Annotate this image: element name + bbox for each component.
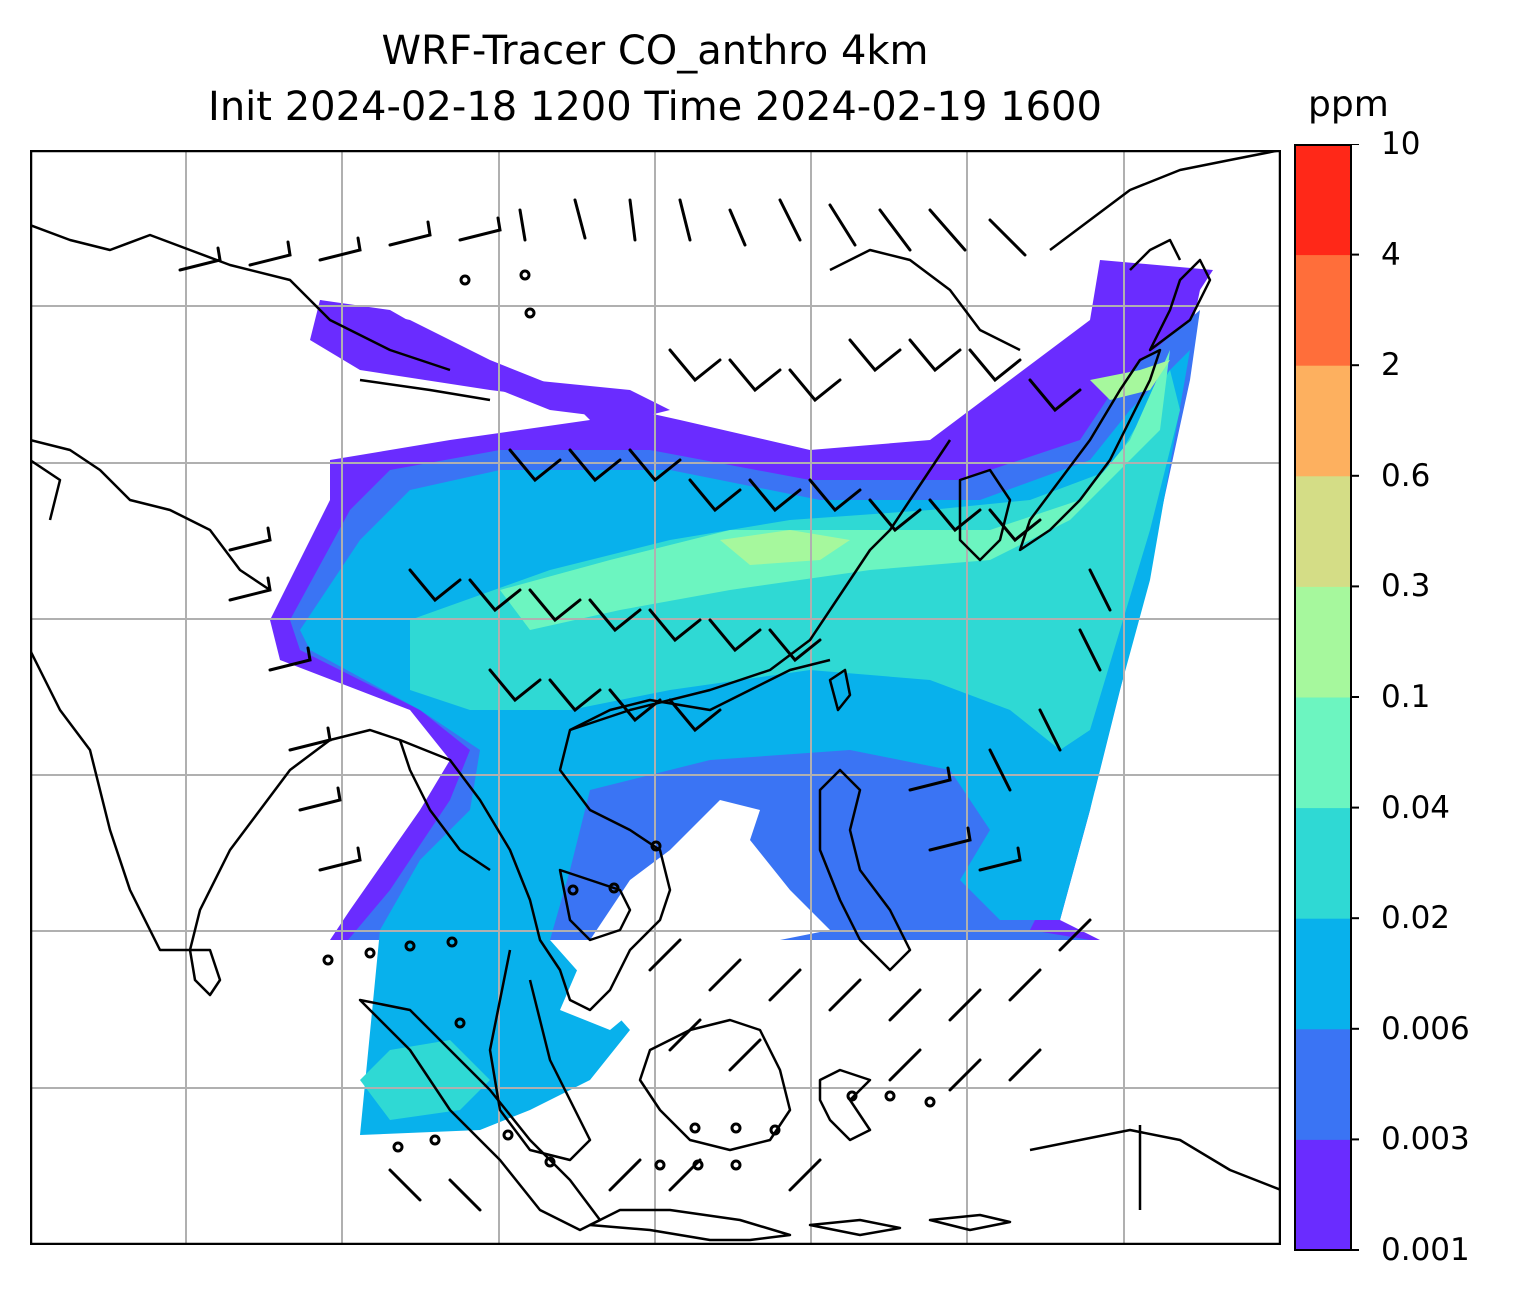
colorbar-segment: [1295, 1028, 1351, 1140]
colorbar-segment: [1295, 144, 1351, 256]
colorbar-tick-label: 0.6: [1381, 457, 1431, 494]
co-concentration-field: [270, 260, 1213, 1135]
calm-wind-markers: [322, 269, 936, 1171]
colorbar-segment: [1295, 365, 1351, 477]
co-level-0.1: [720, 530, 850, 565]
colorbar-tick-label: 0.04: [1381, 789, 1451, 826]
map-title-line2: Init 2024-02-18 1200 Time 2024-02-19 160…: [208, 84, 1102, 130]
colorbar-segment: [1295, 254, 1351, 366]
colorbar-tick-label: 0.006: [1381, 1010, 1470, 1047]
colorbar-segment: [1295, 1139, 1351, 1251]
lat-lon-gridlines: [30, 150, 1281, 1245]
colorbar-segment: [1295, 918, 1351, 1030]
co-level-0.04: [500, 350, 1170, 630]
colorbar-segment: [1295, 807, 1351, 919]
colorbar-tick-label: 0.001: [1381, 1232, 1470, 1268]
colorbar-unit: ppm: [1308, 84, 1389, 125]
colorbar-segment: [1295, 475, 1351, 587]
map-title-line1: WRF-Tracer CO_anthro 4km: [381, 28, 929, 74]
colorbar-tick-label: 0.02: [1381, 900, 1451, 937]
colorbar-tick-label: 10: [1381, 126, 1421, 162]
colorbar-tick-label: 0.3: [1381, 568, 1431, 605]
wind-barbs: [178, 198, 1112, 1212]
colorbar-tick-label: 2: [1381, 347, 1401, 384]
map-panel: [30, 150, 1281, 1245]
colorbar-tick-label: 4: [1381, 236, 1401, 273]
colorbar-segment: [1295, 697, 1351, 809]
colorbar-segment: [1295, 586, 1351, 698]
colorbar: [1294, 144, 1359, 1251]
colorbar-tick-label: 0.1: [1381, 679, 1431, 715]
colorbar-tick-label: 0.003: [1381, 1121, 1470, 1158]
